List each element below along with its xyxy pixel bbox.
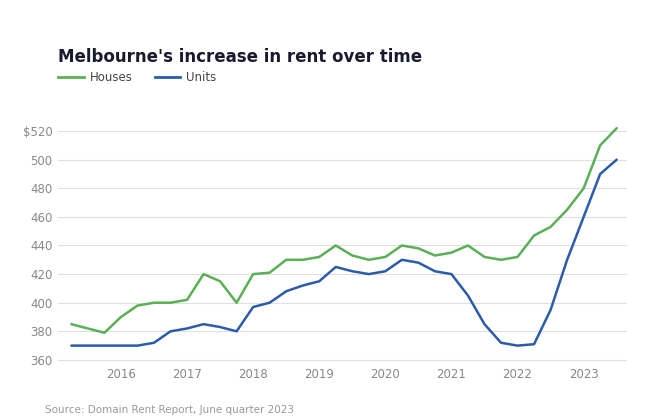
Units [497,340,505,345]
Houses [514,254,521,259]
Units [596,171,604,176]
Units [249,304,257,309]
Houses [613,126,621,131]
Units [398,257,406,262]
Text: Units: Units [186,71,216,84]
Houses [200,271,207,276]
Units [514,343,521,348]
Houses [497,257,505,262]
Houses [315,254,323,259]
Units [530,342,538,347]
Units [233,329,240,334]
Houses [266,270,273,275]
Units [266,300,273,305]
Units [216,324,224,329]
Units [563,257,571,262]
Houses [464,243,472,248]
Units [464,293,472,298]
Houses [547,224,554,229]
Units [101,343,109,348]
Houses [415,246,422,251]
Units [315,279,323,284]
Houses [398,243,406,248]
Houses [134,303,141,308]
Houses [282,257,290,262]
Units [183,326,191,331]
Houses [382,254,390,259]
Units [134,343,141,348]
Houses [150,300,158,305]
Text: Melbourne's increase in rent over time: Melbourne's increase in rent over time [58,48,422,66]
Units [167,329,174,334]
Houses [233,300,240,305]
Units [200,322,207,327]
Houses [84,326,92,331]
Text: Houses: Houses [89,71,132,84]
Houses [348,253,356,258]
Units [613,157,621,162]
Units [547,307,554,312]
Houses [596,143,604,148]
Houses [299,257,307,262]
Houses [530,233,538,238]
Units [67,343,75,348]
Units [117,343,125,348]
Houses [332,243,340,248]
Units [365,271,373,276]
Units [332,264,340,269]
Units [431,269,439,274]
Houses [365,257,373,262]
Houses [167,300,174,305]
Units [448,271,455,276]
Houses [481,254,488,259]
Units [415,260,422,265]
Units [84,343,92,348]
Line: Units: Units [71,160,617,346]
Text: Source: Domain Rent Report, June quarter 2023: Source: Domain Rent Report, June quarter… [45,405,294,415]
Houses [431,253,439,258]
Houses [117,314,125,319]
Units [299,283,307,288]
Houses [563,207,571,212]
Houses [249,271,257,276]
Units [382,269,390,274]
Houses [67,322,75,327]
Line: Houses: Houses [71,128,617,333]
Units [282,289,290,294]
Units [481,322,488,327]
Houses [448,250,455,255]
Houses [579,186,587,191]
Units [150,340,158,345]
Units [348,269,356,274]
Houses [183,297,191,302]
Houses [101,330,109,335]
Houses [216,279,224,284]
Units [579,214,587,219]
